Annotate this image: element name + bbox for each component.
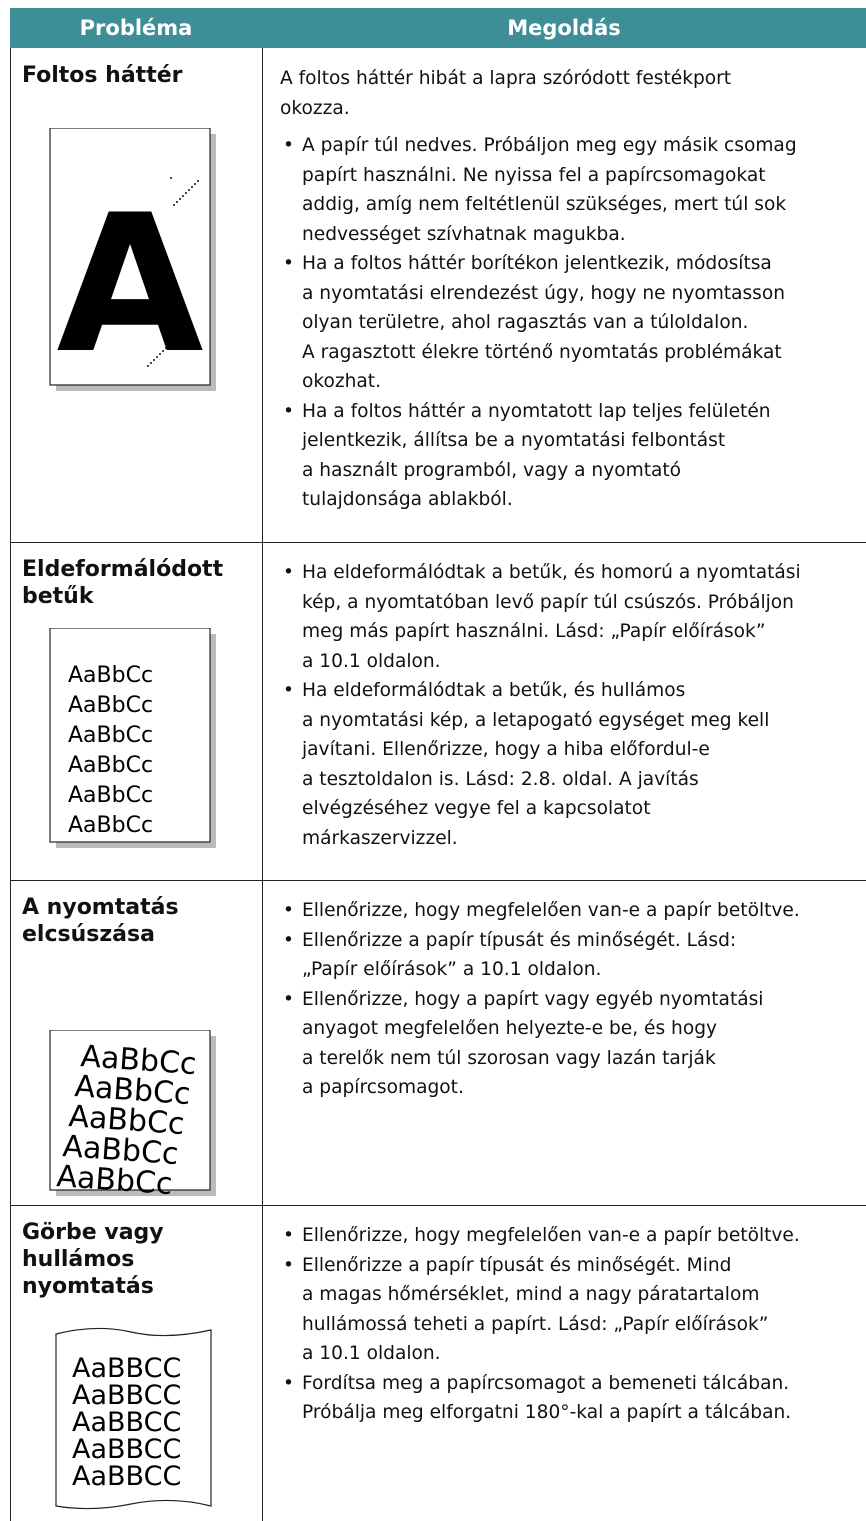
bullet: • (283, 1254, 294, 1276)
sample-text: AaBBCC (72, 1353, 181, 1384)
bullet: • (283, 562, 294, 583)
bullet-line: a magas hőmérséklet, mind a nagy páratar… (302, 1284, 760, 1305)
bullet-line: a 10.1 oldalon. (302, 1343, 441, 1364)
problem-title: Foltos háttér (22, 63, 183, 88)
bullet-line: A ragasztott élekre történő nyomtatás pr… (302, 341, 782, 363)
bullet: • (283, 929, 294, 951)
sample-text: AaBBCC (72, 1434, 181, 1465)
bullet-line: papírt használni. Ne nyissa fel a papírc… (302, 164, 766, 186)
bullet-line: a 10.1 oldalon. (302, 650, 441, 672)
sample-text: AaBbCc (68, 693, 153, 718)
bullet-line: „Papír előírások” a 10.1 oldalon. (302, 959, 602, 980)
problem-title: Eldeformálódott (22, 557, 224, 582)
problem-title: nyomtatás (22, 1274, 154, 1299)
bullet-line: a nyomtatási kép, a letapogató egységet … (302, 709, 770, 731)
sample-text: AaBbCc (61, 1129, 179, 1172)
illustration: AaBbCc AaBbCc AaBbCc AaBbCc AaBbCc AaBbCc (49, 628, 216, 848)
bullet-line: addig, amíg nem feltétlenül szükséges, m… (302, 194, 787, 215)
bullet-line: a tesztoldalon is. Lásd: 2.8. oldal. A j… (302, 768, 699, 790)
bullet-line: Próbálja meg elforgatni 180°-kal a papír… (302, 1402, 792, 1423)
bullet-line: Ellenőrizze a papír típusát és minőségét… (302, 929, 737, 951)
bullet-line: nedvességet szívhatnak magukba. (302, 223, 626, 245)
problem-title: hullámos (22, 1247, 135, 1272)
intro-line: okozza. (280, 97, 350, 119)
problem-cell (10, 1205, 263, 1521)
bullet-line: javítani. Ellenőrizze, hogy a hiba előfo… (302, 739, 710, 760)
illustration: A (49, 128, 216, 395)
bullet-line: Fordítsa meg a papírcsomagot a bemeneti … (302, 1372, 790, 1394)
sample-text: AaBbCc (73, 1069, 191, 1112)
bullet-line: Ellenőrizze a papír típusát és minőségét… (302, 1254, 732, 1276)
bullet-line: a terelők nem túl szorosan vagy lazán ta… (302, 1047, 716, 1069)
solution-cell (262, 542, 866, 881)
bullet-line: Ha eldeformálódtak a betűk, és homorú a … (302, 562, 801, 583)
bullet-line: Ha a foltos háttér borítékon jelentkezik… (302, 253, 772, 274)
bullet-line: márkaszervizzel. (302, 827, 458, 849)
sample-text: AaBbCc (68, 663, 153, 688)
bullet: • (283, 253, 294, 274)
sample-text: AaBbCc (68, 813, 153, 838)
bullet-line: anyagot megfelelően helyezte-e be, és ho… (302, 1018, 718, 1039)
problem-cell (10, 542, 263, 881)
problem-cell (10, 48, 263, 543)
sample-text: AaBbCc (67, 1099, 185, 1142)
bullet-line: Ha a foltos háttér a nyomtatott lap telj… (302, 400, 771, 422)
sample-text: AaBbCc (68, 753, 153, 778)
bullet: • (283, 135, 294, 156)
sample-text: AaBbCc (68, 723, 153, 748)
solution-cell (262, 1205, 866, 1521)
bullet-line: jelentkezik, állítsa be a nyomtatási fel… (302, 430, 726, 451)
bullet-line: tulajdonsága ablakból. (302, 489, 513, 510)
sample-text: AaBBCC (72, 1461, 181, 1492)
bullet-line: Ha eldeformálódtak a betűk, és hullámos (302, 680, 686, 701)
intro-line: A foltos háttér hibát a lapra szóródott … (280, 68, 732, 89)
bullet-line: kép, a nyomtatóban levő papír túl csúszó… (302, 591, 794, 613)
bullet-line: okozhat. (302, 371, 381, 392)
bullet-line: Ellenőrizze, hogy megfelelően van-e a pa… (302, 1225, 800, 1246)
header-cell: Probléma (10, 8, 263, 48)
bullet: • (283, 900, 294, 921)
solution-cell (262, 880, 866, 1206)
problem-title: betűk (22, 584, 94, 609)
problem-title: elcsúszása (22, 922, 155, 947)
bullet: • (283, 1372, 294, 1394)
problem-cell (10, 880, 263, 1206)
sample-text: AaBBCC (72, 1380, 181, 1411)
sample-letter: A (56, 174, 203, 395)
bullet-line: a papírcsomagot. (302, 1077, 464, 1098)
bullet-line: hullámossá teheti a papírt. Lásd: „Papír… (302, 1313, 769, 1335)
sample-text: AaBbCc (79, 1039, 197, 1082)
bullet: • (283, 1225, 294, 1246)
problem-title: A nyomtatás (22, 895, 179, 920)
sample-text: AaBbCc (68, 783, 153, 808)
bullet: • (283, 400, 294, 422)
header-cell: Megoldás (262, 8, 866, 48)
bullet-line: meg más papírt használni. Lásd: „Papír e… (302, 621, 766, 642)
bullet-line: Ellenőrizze, hogy megfelelően van-e a pa… (302, 900, 800, 921)
bullet: • (283, 988, 294, 1010)
bullet-line: A papír túl nedves. Próbáljon meg egy má… (302, 135, 797, 156)
problem-title: Görbe vagy (22, 1220, 164, 1245)
bullet-line: elvégzéséhez vegye fel a kapcsolatot (302, 798, 651, 819)
bullet-line: Ellenőrizze, hogy a papírt vagy egyéb ny… (302, 988, 764, 1010)
sample-text: AaBbCc (55, 1159, 173, 1202)
bullet-line: a nyomtatási elrendezést úgy, hogy ne ny… (302, 282, 786, 304)
bullet-line: olyan területre, ahol ragasztás van a tú… (302, 312, 749, 333)
sample-text: AaBBCC (72, 1407, 181, 1438)
bullet-line: a használt programból, vagy a nyomtató (302, 459, 682, 481)
solution-cell (262, 48, 866, 543)
bullet: • (283, 680, 294, 701)
